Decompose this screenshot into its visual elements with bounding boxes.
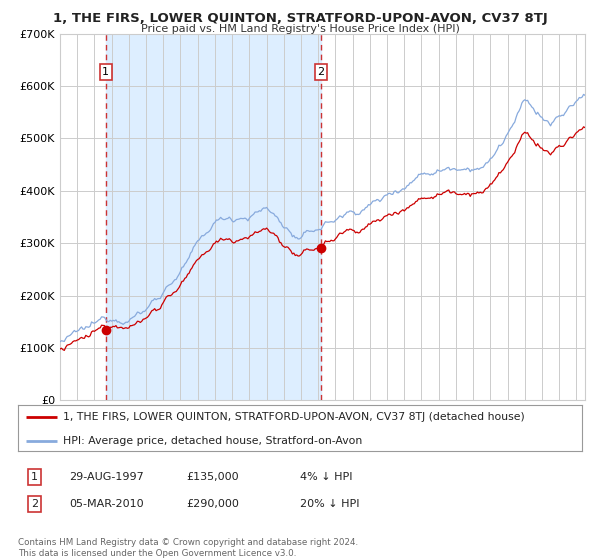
Text: 20% ↓ HPI: 20% ↓ HPI <box>300 499 359 509</box>
Text: 1: 1 <box>31 472 38 482</box>
Text: Contains HM Land Registry data © Crown copyright and database right 2024.
This d: Contains HM Land Registry data © Crown c… <box>18 538 358 558</box>
Text: 29-AUG-1997: 29-AUG-1997 <box>69 472 144 482</box>
Text: HPI: Average price, detached house, Stratford-on-Avon: HPI: Average price, detached house, Stra… <box>63 436 362 446</box>
Text: Price paid vs. HM Land Registry's House Price Index (HPI): Price paid vs. HM Land Registry's House … <box>140 24 460 34</box>
Text: 4% ↓ HPI: 4% ↓ HPI <box>300 472 353 482</box>
Bar <box>106 34 321 400</box>
Text: £290,000: £290,000 <box>186 499 239 509</box>
Text: £135,000: £135,000 <box>186 472 239 482</box>
Text: 2: 2 <box>31 499 38 509</box>
Text: 1, THE FIRS, LOWER QUINTON, STRATFORD-UPON-AVON, CV37 8TJ (detached house): 1, THE FIRS, LOWER QUINTON, STRATFORD-UP… <box>63 412 525 422</box>
Text: 1, THE FIRS, LOWER QUINTON, STRATFORD-UPON-AVON, CV37 8TJ: 1, THE FIRS, LOWER QUINTON, STRATFORD-UP… <box>53 12 547 25</box>
Text: 05-MAR-2010: 05-MAR-2010 <box>69 499 143 509</box>
Text: 1: 1 <box>102 67 109 77</box>
Text: 2: 2 <box>317 67 325 77</box>
